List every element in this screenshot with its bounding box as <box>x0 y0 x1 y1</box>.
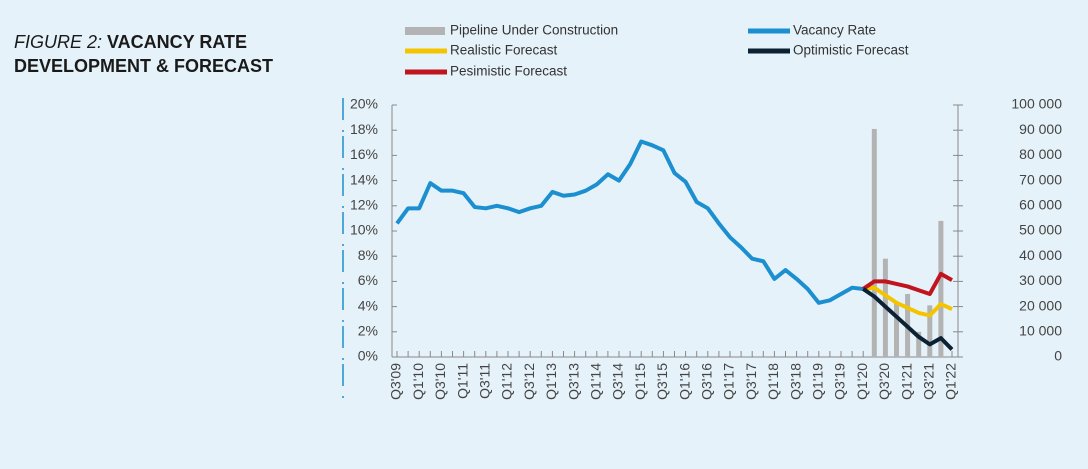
series-line <box>395 139 864 305</box>
series-line <box>862 285 953 318</box>
y-tick-label: 6% <box>358 272 378 288</box>
bar <box>871 128 877 357</box>
y2-tick-label: 10 000 <box>1019 323 1062 339</box>
x-tick-label: Q3'21 <box>921 363 937 400</box>
legend-label: Vacancy Rate <box>793 23 876 38</box>
x-tick-label: Q3'09 <box>388 363 404 400</box>
y-tick-label: 0% <box>358 348 378 364</box>
y-tick-label: 4% <box>358 297 378 313</box>
y-tick-label: 14% <box>350 171 378 187</box>
bar <box>894 301 899 357</box>
y-tick-label: 12% <box>350 197 378 213</box>
y-tick-label: 18% <box>350 121 378 137</box>
series-line <box>862 287 954 351</box>
y-tick-label: 10% <box>350 222 378 238</box>
x-tick-label: Q3'19 <box>832 363 848 400</box>
title-label: FIGURE 2: <box>14 32 102 52</box>
x-tick-label: Q3'20 <box>876 363 892 400</box>
bar <box>938 220 944 357</box>
y-tick-label: 16% <box>350 146 378 162</box>
x-tick-label: Q3'13 <box>565 363 581 400</box>
y2-tick-label: 30 000 <box>1019 272 1062 288</box>
x-tick-label: Q3'16 <box>699 363 715 400</box>
y2-tick-label: 20 000 <box>1019 297 1062 313</box>
y2-tick-label: 90 000 <box>1019 121 1062 137</box>
y2-tick-label: 100 000 <box>1011 96 1062 112</box>
x-tick-label: Q1'17 <box>721 363 737 400</box>
x-tick-label: Q1'13 <box>543 363 559 400</box>
x-tick-label: Q3'18 <box>787 363 803 400</box>
title-line: VACANCY RATE <box>107 32 247 52</box>
x-tick-label: Q3'11 <box>477 363 493 399</box>
x-tick-label: Q3'17 <box>743 363 759 400</box>
x-tick-label: Q3'12 <box>521 363 537 400</box>
x-tick-label: Q1'11 <box>454 363 470 399</box>
x-tick-label: Q1'16 <box>676 363 692 400</box>
y2-tick-label: 80 000 <box>1019 146 1062 162</box>
y2-tick-label: 0 <box>1054 348 1062 364</box>
bar <box>927 305 933 357</box>
x-tick-label: Q1'19 <box>810 363 826 400</box>
x-tick-label: Q1'22 <box>943 363 959 400</box>
x-tick-label: Q1'15 <box>632 363 648 400</box>
y2-tick-label: 50 000 <box>1019 222 1062 238</box>
y-tick-label: 2% <box>358 323 378 339</box>
x-tick-label: Q1'14 <box>588 363 604 400</box>
y2-tick-label: 70 000 <box>1019 171 1062 187</box>
y-tick-label: 20% <box>350 96 378 112</box>
legend-swatch <box>405 27 445 35</box>
legend-label: Pesimistic Forecast <box>450 64 567 79</box>
series-line <box>862 271 953 296</box>
x-tick-label: Q1'21 <box>898 363 914 400</box>
x-tick-label: Q1'20 <box>854 363 870 400</box>
x-tick-label: Q3'15 <box>654 363 670 400</box>
legend-label: Optimistic Forecast <box>793 43 909 58</box>
legend-label: Realistic Forecast <box>450 43 558 58</box>
x-tick-label: Q1'10 <box>410 363 426 400</box>
x-tick-label: Q3'10 <box>432 363 448 400</box>
bar <box>916 331 922 357</box>
x-tick-label: Q3'14 <box>610 363 626 400</box>
y2-tick-label: 60 000 <box>1019 197 1062 213</box>
chart-title: FIGURE 2: VACANCY RATE <box>14 32 247 52</box>
x-tick-label: Q1'12 <box>499 363 515 400</box>
x-tick-label: Q1'18 <box>765 363 781 400</box>
chart-title-2: DEVELOPMENT & FORECAST <box>14 56 273 76</box>
y2-tick-label: 40 000 <box>1019 247 1062 263</box>
y-tick-label: 8% <box>358 247 378 263</box>
legend-label: Pipeline Under Construction <box>450 23 618 38</box>
